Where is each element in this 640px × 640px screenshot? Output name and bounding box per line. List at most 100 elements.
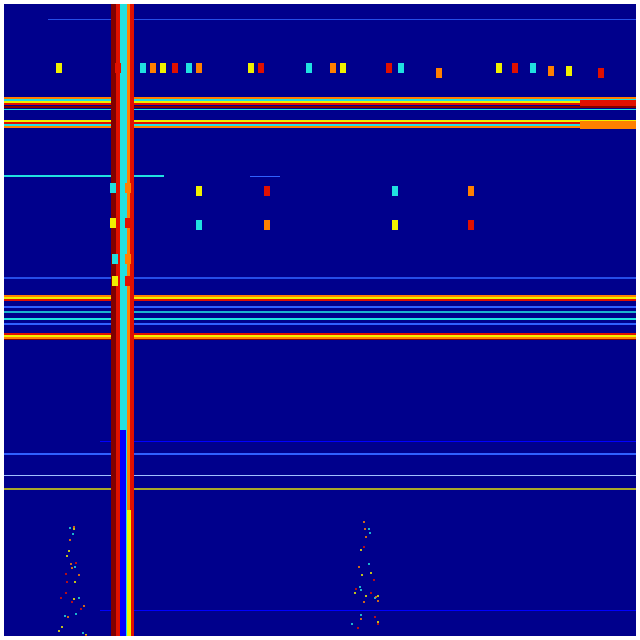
blip xyxy=(125,254,131,264)
blip xyxy=(496,63,502,73)
speckle xyxy=(72,533,74,535)
speckle xyxy=(359,586,361,588)
speckle xyxy=(361,574,363,576)
horizontal-band xyxy=(4,453,636,455)
speckle xyxy=(351,623,353,625)
blip xyxy=(436,68,442,78)
horizontal-band xyxy=(4,311,636,313)
horizontal-band xyxy=(4,106,636,108)
speckle xyxy=(358,566,360,568)
speckle xyxy=(65,592,67,594)
horizontal-band xyxy=(4,488,636,490)
speckle xyxy=(64,615,66,617)
blip xyxy=(125,218,131,228)
horizontal-band xyxy=(48,19,636,20)
blip xyxy=(392,186,398,196)
blip xyxy=(112,254,118,264)
speckle xyxy=(73,528,75,530)
blip xyxy=(196,63,202,73)
horizontal-band xyxy=(100,610,636,611)
speckle xyxy=(374,616,376,618)
speckle xyxy=(373,579,375,581)
speckle xyxy=(368,528,370,530)
speckle xyxy=(74,566,76,568)
blip xyxy=(264,220,270,230)
speckle xyxy=(71,601,73,603)
speckle xyxy=(61,626,63,628)
blip xyxy=(125,183,131,193)
speckle xyxy=(74,581,76,583)
speckle xyxy=(78,574,80,576)
blip xyxy=(56,63,62,73)
blip xyxy=(306,63,312,73)
horizontal-band xyxy=(4,323,636,325)
blip xyxy=(196,220,202,230)
speckle xyxy=(363,546,365,548)
vertical-stripe xyxy=(120,430,126,636)
horizontal-band xyxy=(4,339,636,340)
horizontal-band xyxy=(4,109,636,110)
speckle xyxy=(354,592,356,594)
heatmap-field xyxy=(4,4,636,636)
blip xyxy=(110,183,116,193)
vertical-stripe xyxy=(127,510,131,636)
speckle xyxy=(355,588,357,590)
speckle xyxy=(67,616,69,618)
blip xyxy=(248,63,254,73)
blip xyxy=(110,218,116,228)
speckle xyxy=(69,539,71,541)
horizontal-band xyxy=(4,277,636,279)
speckle xyxy=(66,555,68,557)
speckle xyxy=(58,630,60,632)
blip xyxy=(125,276,131,286)
speckle xyxy=(78,597,80,599)
horizontal-band xyxy=(4,299,636,301)
horizontal-band xyxy=(250,176,280,177)
blip xyxy=(548,66,554,76)
speckle xyxy=(85,635,87,636)
speckle xyxy=(69,527,71,529)
blip xyxy=(392,220,398,230)
speckle xyxy=(368,563,370,565)
speckle xyxy=(370,572,372,574)
speckle xyxy=(363,601,365,603)
blip xyxy=(172,63,178,73)
speckle xyxy=(75,562,77,564)
horizontal-band xyxy=(4,475,636,476)
speckle xyxy=(83,605,85,607)
blip xyxy=(140,63,146,73)
speckle xyxy=(363,521,365,523)
blip xyxy=(258,63,264,73)
horizontal-band xyxy=(4,306,636,308)
speckle xyxy=(71,567,73,569)
speckle xyxy=(60,597,62,599)
speckle xyxy=(80,608,82,610)
blip xyxy=(468,220,474,230)
speckle xyxy=(377,621,379,623)
blip xyxy=(115,63,121,73)
blip xyxy=(398,63,404,73)
speckle xyxy=(360,589,362,591)
blip xyxy=(160,63,166,73)
speckle xyxy=(82,632,84,634)
blip xyxy=(112,276,118,286)
horizontal-band xyxy=(4,126,636,128)
speckle xyxy=(73,598,75,600)
speckle xyxy=(377,600,379,602)
speckle xyxy=(360,614,362,616)
speckle xyxy=(66,581,68,583)
blip xyxy=(512,63,518,73)
speckle xyxy=(65,573,67,575)
horizontal-band xyxy=(4,318,636,320)
speckle xyxy=(375,596,377,598)
blip xyxy=(330,63,336,73)
horizontal-band xyxy=(580,121,636,129)
speckle xyxy=(360,618,362,620)
blip xyxy=(598,68,604,78)
speckle xyxy=(370,592,372,594)
blip xyxy=(150,63,156,73)
horizontal-band xyxy=(4,103,636,105)
blip xyxy=(530,63,536,73)
blip xyxy=(386,63,392,73)
